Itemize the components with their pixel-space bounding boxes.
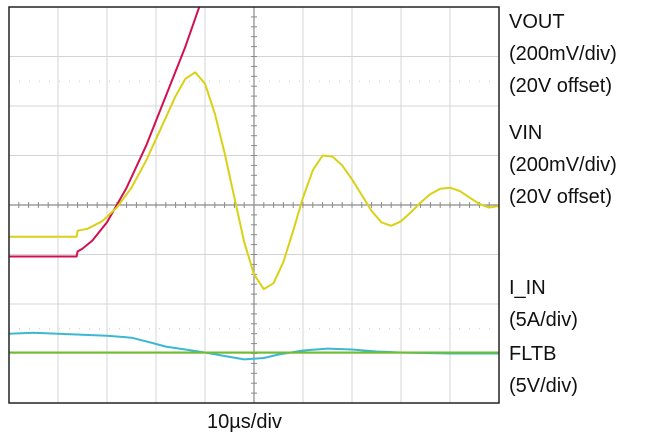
channel-scale-fltb: (5V/div) <box>509 375 578 397</box>
scope-traces <box>9 7 499 361</box>
channel-offset-vout: (20V offset) <box>509 75 613 97</box>
channel-scale-vout: (200mV/div) <box>509 43 617 65</box>
channel-name-iin: I_IN <box>509 277 546 299</box>
scope-grid <box>8 6 500 404</box>
channel-scale-vin: (200mV/div) <box>509 154 617 176</box>
channel-scale-iin: (5A/div) <box>509 309 578 331</box>
channel-name-fltb: FLTB <box>509 343 557 365</box>
time-base-label: 10µs/div <box>207 411 282 433</box>
channel-name-vin: VIN <box>509 122 543 144</box>
trace-vin <box>9 71 499 291</box>
channel-offset-vin: (20V offset) <box>509 186 613 208</box>
channel-name-vout: VOUT <box>509 11 565 33</box>
plot-frame <box>8 6 500 404</box>
trace-vout <box>9 7 201 258</box>
